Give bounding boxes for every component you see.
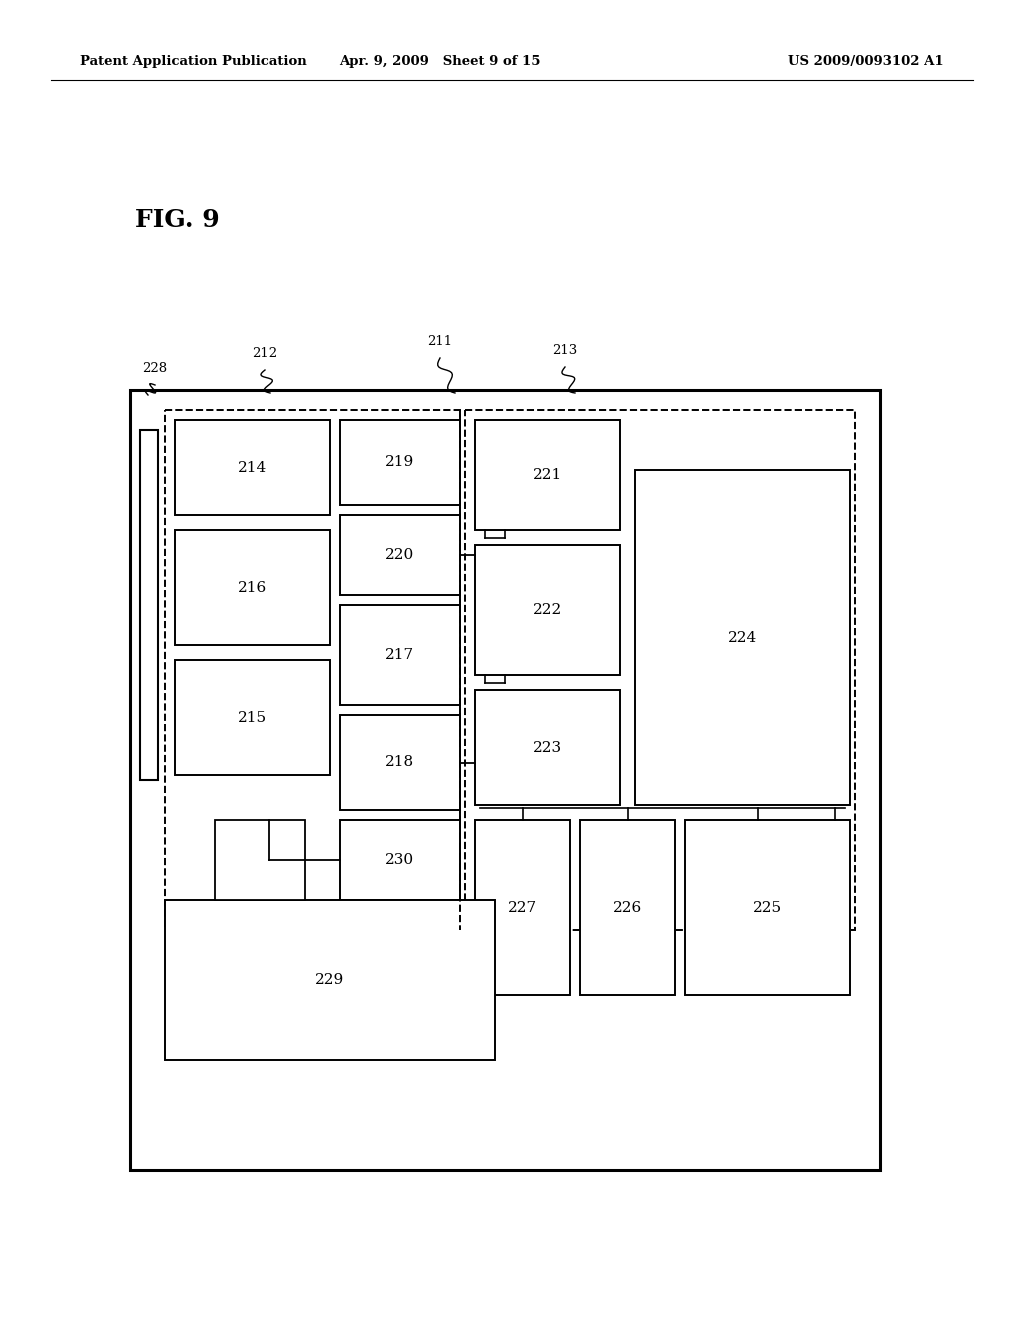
Text: 221: 221 xyxy=(532,469,562,482)
Bar xyxy=(465,411,855,931)
Text: 229: 229 xyxy=(315,973,345,987)
Bar xyxy=(140,430,158,780)
Text: 223: 223 xyxy=(532,741,562,755)
Bar xyxy=(175,660,330,775)
Bar xyxy=(340,420,460,506)
Text: 219: 219 xyxy=(385,455,415,470)
Bar xyxy=(175,531,330,645)
Text: 212: 212 xyxy=(253,347,278,360)
Text: 211: 211 xyxy=(427,335,453,348)
Bar xyxy=(340,605,460,705)
Text: Apr. 9, 2009   Sheet 9 of 15: Apr. 9, 2009 Sheet 9 of 15 xyxy=(339,55,541,69)
Bar xyxy=(635,470,850,805)
Bar xyxy=(340,515,460,595)
Text: 227: 227 xyxy=(508,900,537,915)
Text: US 2009/0093102 A1: US 2009/0093102 A1 xyxy=(788,55,944,69)
Text: FIG. 9: FIG. 9 xyxy=(135,209,220,232)
Text: 225: 225 xyxy=(753,900,782,915)
Text: 216: 216 xyxy=(238,581,267,594)
Text: 224: 224 xyxy=(728,631,757,644)
Bar xyxy=(340,715,460,810)
Text: 214: 214 xyxy=(238,461,267,474)
Text: Patent Application Publication: Patent Application Publication xyxy=(80,55,307,69)
Bar xyxy=(165,900,495,1060)
Bar xyxy=(175,420,330,515)
Bar xyxy=(475,820,570,995)
Bar xyxy=(685,820,850,995)
Text: 222: 222 xyxy=(532,603,562,616)
Bar xyxy=(475,545,620,675)
Text: 230: 230 xyxy=(385,853,415,867)
Text: 213: 213 xyxy=(552,345,578,356)
Text: 220: 220 xyxy=(385,548,415,562)
Text: 228: 228 xyxy=(142,362,168,375)
Bar xyxy=(475,690,620,805)
Bar xyxy=(130,389,880,1170)
Bar xyxy=(340,820,460,900)
Text: 226: 226 xyxy=(613,900,642,915)
Bar xyxy=(165,411,460,931)
Text: 215: 215 xyxy=(238,710,267,725)
Text: 217: 217 xyxy=(385,648,415,663)
Bar xyxy=(475,420,620,531)
Bar xyxy=(580,820,675,995)
Bar xyxy=(215,820,305,900)
Text: 218: 218 xyxy=(385,755,415,770)
